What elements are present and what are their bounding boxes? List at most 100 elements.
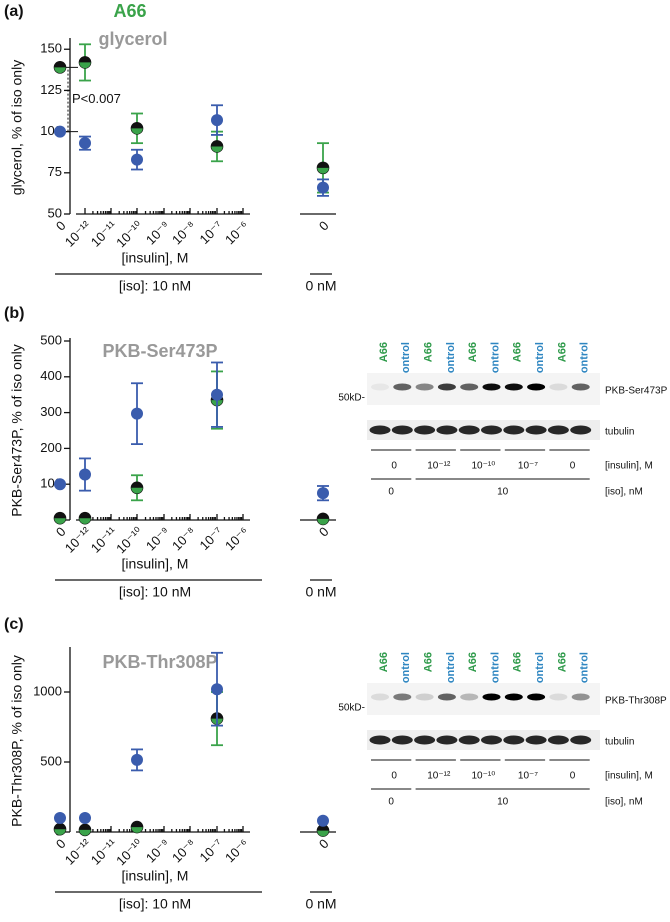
marker: [211, 114, 223, 127]
lane-label: control: [489, 342, 501, 379]
y-axis-label: PKB-Ser473P, % of iso only: [9, 344, 25, 517]
marker-top: [54, 823, 66, 830]
marker-top: [79, 823, 91, 830]
band-label: PKB-Ser473P: [605, 386, 668, 397]
lane-label: control: [400, 342, 412, 379]
band: [525, 735, 547, 745]
group-label: 10⁻⁷: [518, 461, 538, 472]
group-axis-label: [iso], nM: [605, 487, 643, 498]
group-label: [iso]: 10 nM: [119, 278, 191, 294]
group-label: 0: [391, 771, 397, 782]
marker-top: [131, 481, 143, 488]
band: [458, 425, 480, 435]
group-label: 10⁻¹⁰: [471, 771, 495, 782]
x-tick-label: 10⁻¹¹: [88, 835, 120, 867]
band: [525, 425, 547, 435]
group-label: 0: [391, 461, 397, 472]
x-tick-label: 10⁻⁶: [222, 524, 251, 553]
x-tick-label: 10⁻⁸: [169, 836, 199, 866]
lane-label: A66: [467, 342, 479, 362]
band: [436, 425, 458, 435]
group-label: 0: [570, 461, 576, 472]
marker: [53, 822, 67, 836]
marker-top: [79, 512, 91, 519]
lane-label: control: [534, 342, 546, 379]
band: [503, 425, 525, 435]
band: [504, 383, 523, 391]
lane-label: A66: [378, 342, 390, 362]
marker-top: [317, 512, 329, 519]
x-tick-label: 10⁻¹¹: [88, 523, 120, 555]
y-tick-label: 75: [48, 164, 62, 179]
marker: [211, 388, 223, 401]
marker-top: [317, 824, 329, 831]
band: [415, 383, 434, 391]
marker: [54, 125, 66, 138]
chart-title: PKB-Thr308P: [102, 652, 217, 672]
lane-label: A66: [467, 652, 479, 672]
marker: [211, 683, 223, 696]
band: [369, 425, 391, 435]
lane-label: control: [579, 342, 591, 379]
y-tick-label: 500: [40, 753, 62, 768]
group-axis-label: [iso], nM: [605, 797, 643, 808]
marker: [317, 487, 329, 500]
x-tick-label: 10⁻¹⁰: [113, 836, 145, 868]
chart-title: PKB-Ser473P: [102, 341, 217, 361]
x-tick-label: 0: [316, 218, 332, 234]
x-tick-label: 10⁻⁹: [143, 836, 173, 866]
band: [482, 383, 501, 391]
marker: [316, 512, 330, 526]
band-label: tubulin: [605, 737, 634, 748]
band: [527, 383, 546, 391]
chart-title: glycerol: [98, 29, 167, 49]
marker-top: [131, 122, 143, 129]
marker: [317, 814, 329, 827]
band: [571, 383, 590, 391]
x-tick-label: 10⁻⁷: [197, 836, 226, 865]
lane-label: A66: [423, 652, 435, 672]
marker: [316, 161, 330, 175]
lane-label: A66: [512, 342, 524, 362]
group-label: 10: [497, 487, 509, 498]
band: [391, 425, 413, 435]
marker-top: [54, 61, 66, 68]
group-axis-label: [insulin], M: [605, 461, 653, 472]
lane-label: control: [400, 652, 412, 689]
band: [504, 693, 523, 701]
group-label: [iso]: 10 nM: [119, 896, 191, 912]
x-tick-label: 10⁻¹²: [62, 835, 94, 867]
band: [458, 735, 480, 745]
x-tick-label: 0: [316, 836, 332, 852]
y-axis-label: PKB-Thr308P, % of iso only: [9, 655, 25, 827]
group-label: 0 nM: [305, 584, 336, 600]
lane-label: control: [445, 652, 457, 689]
x-tick-label: 10⁻¹²: [62, 217, 94, 249]
annotation: P<0.007: [72, 91, 121, 106]
marker: [130, 820, 144, 834]
y-tick-label: 150: [40, 41, 62, 56]
marker: [53, 511, 67, 525]
band: [371, 383, 389, 391]
marker: [79, 137, 91, 150]
marker-label: 50kD-: [338, 393, 365, 404]
marker-top: [79, 56, 91, 63]
marker: [131, 153, 143, 166]
band: [369, 735, 391, 745]
band: [482, 693, 501, 701]
lane-label: A66: [556, 342, 568, 362]
legend-title: A66: [113, 1, 146, 21]
x-tick-label: 10⁻⁷: [197, 524, 226, 553]
marker: [317, 181, 329, 194]
group-label: 10⁻⁷: [518, 771, 538, 782]
group-label: 10⁻¹²: [427, 461, 451, 472]
x-tick-label: 10⁻⁷: [197, 218, 226, 247]
panel-label: (a): [4, 3, 24, 20]
y-axis-label: glycerol, % of iso only: [9, 60, 25, 195]
band: [393, 693, 412, 701]
band: [415, 693, 434, 701]
band: [503, 735, 525, 745]
group-label: 0 nM: [305, 896, 336, 912]
band: [391, 735, 413, 745]
